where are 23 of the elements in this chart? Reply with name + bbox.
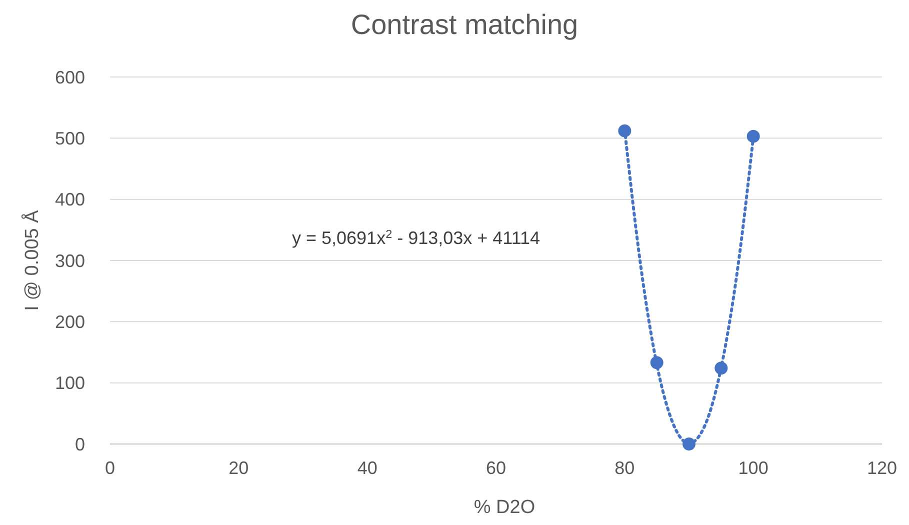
y-tick-label: 100	[54, 373, 85, 394]
annotation: y = 5,0691x$^{2}$ - 913,03x + 41114	[292, 228, 540, 248]
x-tick-label: 100	[738, 458, 768, 478]
y-tick-label: 300	[54, 250, 85, 271]
x-tick-label: 120	[866, 458, 898, 478]
y-tick-label: 200	[54, 312, 85, 332]
x-tick-label: 0	[104, 458, 116, 478]
y-tick-label: 0	[74, 434, 85, 454]
point	[650, 356, 664, 370]
x-tick-label: 20	[228, 458, 249, 478]
x-axis-title: % D2O	[474, 497, 536, 518]
y-axis-title: I @ 0.005 Å	[21, 210, 43, 311]
point	[746, 130, 760, 143]
chart-title: Contrast matching	[350, 9, 578, 40]
point	[714, 362, 728, 375]
y-tick-label: 600	[54, 67, 85, 88]
x-tick-label: 60	[486, 458, 506, 478]
point	[682, 438, 696, 450]
y-tick-label: 400	[54, 190, 85, 210]
y-tick-label: 500	[54, 128, 85, 148]
x-tick-label: 80	[614, 458, 635, 478]
x-tick-label: 40	[357, 458, 378, 478]
point	[618, 124, 632, 138]
